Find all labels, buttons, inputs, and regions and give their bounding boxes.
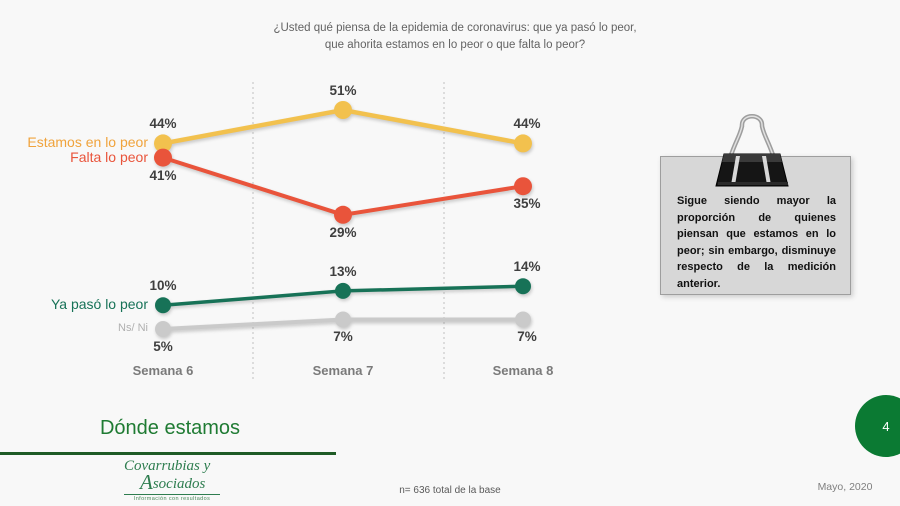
legend-label-falta-lo-peor: Falta lo peor <box>70 148 148 165</box>
legend-label-ya-pas-lo-peor: Ya pasó lo peor <box>50 296 148 313</box>
series-line-falta-lo-peor <box>161 155 525 217</box>
page-number-badge: 4 <box>855 395 900 457</box>
series-line-ns-ni <box>161 317 525 331</box>
value-label-falta-lo-peor: 29% <box>329 224 357 240</box>
data-point-falta-lo-peor <box>514 177 532 196</box>
value-label-estamos-en-lo-peor: 44% <box>149 116 177 132</box>
series-line-ya-pas-lo-peor <box>161 284 525 307</box>
logo-line1: Covarrubias y <box>124 458 211 474</box>
section-title-underline <box>0 452 336 455</box>
legend-label-ns-ni: Ns/ Ni <box>118 322 148 334</box>
data-point-ns-ni <box>155 321 171 337</box>
logo-line2-rest: sociados <box>152 476 206 492</box>
logo-line2: Asociados <box>140 470 234 494</box>
value-label-ns-ni: 7% <box>517 329 537 345</box>
value-label-estamos-en-lo-peor: 44% <box>513 116 541 132</box>
data-point-estamos-en-lo-peor <box>334 101 352 119</box>
value-label-ya-pas-lo-peor: 10% <box>149 278 177 294</box>
page-number: 4 <box>882 418 890 434</box>
data-point-estamos-en-lo-peor <box>514 134 532 153</box>
data-point-estamos-en-lo-peor <box>154 134 172 153</box>
series-line-estamos-en-lo-peor <box>160 107 526 146</box>
logo-initial: A <box>140 470 153 494</box>
section-title: Dónde estamos <box>99 417 241 439</box>
data-point-ns-ni <box>515 311 531 328</box>
data-point-ns-ni <box>335 311 351 328</box>
data-point-ya-pas-lo-peor <box>515 278 531 295</box>
x-axis-label: Semana 6 <box>132 363 194 378</box>
question-title: ¿Usted qué piensa de la epidemia de coro… <box>150 20 760 53</box>
logo-tagline: Información con resultados <box>124 494 220 502</box>
data-point-falta-lo-peor <box>154 148 172 167</box>
question-title-line1: ¿Usted qué piensa de la epidemia de coro… <box>273 22 637 34</box>
note-text: Sigue siendo mayor la proporción de quie… <box>677 195 836 290</box>
value-label-ns-ni: 7% <box>333 329 353 345</box>
company-logo: Covarrubias y Asociados Información con … <box>124 459 234 502</box>
value-label-ya-pas-lo-peor: 14% <box>513 259 541 275</box>
data-point-falta-lo-peor <box>334 205 352 224</box>
value-label-falta-lo-peor: 35% <box>513 196 541 212</box>
sample-base-note: n= 636 total de la base <box>399 485 501 496</box>
value-label-falta-lo-peor: 41% <box>149 167 177 183</box>
value-label-estamos-en-lo-peor: 51% <box>329 83 357 99</box>
binder-clip-icon <box>715 114 789 187</box>
value-label-ya-pas-lo-peor: 13% <box>329 263 357 279</box>
data-point-ya-pas-lo-peor <box>335 282 351 299</box>
x-axis-label: Semana 7 <box>312 363 374 378</box>
legend-label-estamos-en-lo-peor: Estamos en lo peor <box>27 134 148 151</box>
x-axis-label: Semana 8 <box>492 363 554 378</box>
value-label-ns-ni: 5% <box>153 339 173 354</box>
data-point-ya-pas-lo-peor <box>155 297 171 314</box>
question-title-line2: que ahorita estamos en lo peor o que fal… <box>324 38 586 51</box>
date-label: Mayo, 2020 <box>817 481 873 493</box>
